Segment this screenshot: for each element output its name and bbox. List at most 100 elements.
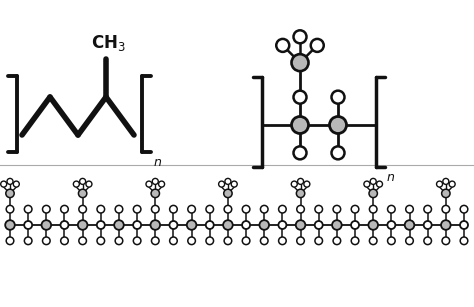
Circle shape [424,237,431,245]
Circle shape [78,189,87,198]
Circle shape [291,181,297,187]
Circle shape [97,205,105,213]
Text: n: n [154,156,162,169]
Circle shape [304,181,310,187]
Circle shape [6,205,14,213]
Circle shape [351,205,359,213]
Circle shape [231,181,237,187]
Text: CH$_3$: CH$_3$ [91,33,126,53]
Circle shape [24,237,32,245]
Circle shape [0,181,7,187]
Circle shape [242,237,250,245]
Circle shape [114,220,124,230]
Circle shape [297,237,304,245]
Circle shape [79,237,86,245]
Circle shape [223,220,233,230]
Circle shape [43,205,50,213]
Circle shape [388,205,395,213]
Circle shape [331,146,345,159]
Circle shape [5,220,15,230]
Circle shape [369,189,377,198]
Circle shape [146,181,152,187]
Circle shape [351,221,359,229]
Circle shape [364,181,370,187]
Circle shape [293,30,307,43]
Circle shape [42,220,51,230]
Circle shape [152,178,158,185]
Circle shape [388,237,395,245]
Circle shape [442,237,450,245]
Circle shape [206,237,214,245]
Circle shape [292,116,309,134]
Circle shape [315,221,323,229]
Circle shape [61,221,68,229]
Circle shape [368,220,378,230]
Circle shape [376,181,383,187]
Circle shape [73,181,79,187]
Circle shape [169,221,177,229]
Circle shape [150,220,160,230]
Circle shape [424,205,431,213]
Circle shape [387,221,395,229]
Circle shape [188,237,195,245]
Circle shape [259,220,269,230]
Circle shape [151,189,159,198]
Circle shape [133,237,141,245]
Circle shape [152,205,159,213]
Circle shape [442,189,450,198]
Circle shape [224,205,232,213]
Circle shape [260,205,268,213]
Circle shape [315,237,322,245]
Circle shape [424,221,432,229]
Circle shape [78,220,87,230]
Circle shape [224,237,232,245]
Circle shape [437,181,443,187]
Circle shape [460,237,468,245]
Circle shape [460,205,468,213]
Circle shape [61,237,68,245]
Circle shape [224,189,232,198]
Circle shape [188,205,195,213]
Circle shape [293,146,307,159]
Circle shape [406,205,413,213]
Circle shape [24,221,32,229]
Circle shape [242,221,250,229]
Circle shape [331,91,345,104]
Circle shape [115,237,123,245]
Circle shape [405,220,414,230]
Circle shape [296,189,305,198]
Circle shape [43,237,50,245]
Circle shape [260,237,268,245]
Circle shape [24,205,32,213]
Circle shape [278,221,286,229]
Circle shape [298,178,303,185]
Circle shape [159,181,164,187]
Circle shape [225,178,231,185]
Circle shape [297,205,304,213]
Circle shape [332,220,342,230]
Text: n: n [387,171,395,184]
Circle shape [79,205,86,213]
Circle shape [276,39,289,52]
Circle shape [329,116,346,134]
Circle shape [80,178,86,185]
Circle shape [242,205,250,213]
Circle shape [460,221,468,229]
Circle shape [170,205,177,213]
Circle shape [351,237,359,245]
Circle shape [206,221,214,229]
Circle shape [406,237,413,245]
Circle shape [311,39,324,52]
Circle shape [369,237,377,245]
Circle shape [333,205,341,213]
Circle shape [133,221,141,229]
Circle shape [61,205,68,213]
Circle shape [133,205,141,213]
Circle shape [97,221,105,229]
Circle shape [6,237,14,245]
Circle shape [296,220,305,230]
Circle shape [315,205,322,213]
Circle shape [13,181,19,187]
Circle shape [187,220,196,230]
Circle shape [441,220,451,230]
